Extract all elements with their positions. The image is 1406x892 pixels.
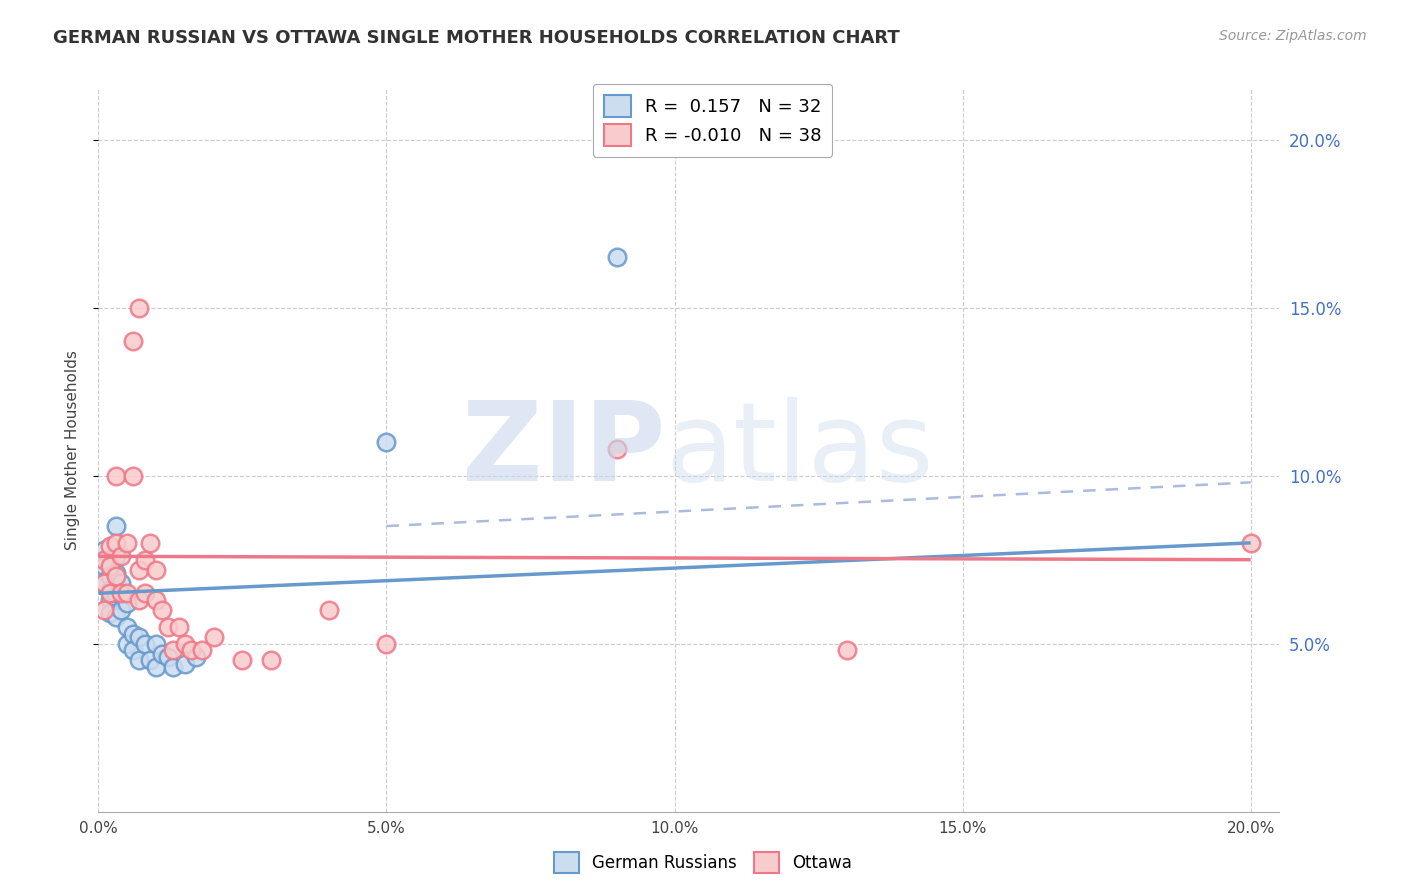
Point xyxy=(150,647,173,661)
Point xyxy=(115,586,138,600)
Point xyxy=(104,609,127,624)
Point xyxy=(110,586,132,600)
Point xyxy=(122,643,145,657)
Point xyxy=(145,593,167,607)
Point xyxy=(139,653,162,667)
Point xyxy=(110,549,132,564)
Point xyxy=(104,519,127,533)
Text: Source: ZipAtlas.com: Source: ZipAtlas.com xyxy=(1219,29,1367,43)
Point xyxy=(128,653,150,667)
Point xyxy=(145,637,167,651)
Point xyxy=(186,650,208,665)
Point xyxy=(162,660,184,674)
Point xyxy=(98,582,121,597)
Point xyxy=(115,637,138,651)
Point xyxy=(145,660,167,674)
Point xyxy=(93,552,115,566)
Point xyxy=(167,620,190,634)
Point xyxy=(606,442,628,456)
Point xyxy=(122,626,145,640)
Point xyxy=(122,468,145,483)
Point xyxy=(98,607,121,621)
Point xyxy=(318,603,340,617)
Point xyxy=(98,559,121,574)
Point xyxy=(150,603,173,617)
Point xyxy=(104,468,127,483)
Point xyxy=(104,536,127,550)
Point xyxy=(128,630,150,644)
Point xyxy=(115,536,138,550)
Text: GERMAN RUSSIAN VS OTTAWA SINGLE MOTHER HOUSEHOLDS CORRELATION CHART: GERMAN RUSSIAN VS OTTAWA SINGLE MOTHER H… xyxy=(53,29,900,46)
Point xyxy=(93,559,115,574)
Point xyxy=(202,630,225,644)
Point xyxy=(110,576,132,591)
Legend: R =  0.157   N = 32, R = -0.010   N = 38: R = 0.157 N = 32, R = -0.010 N = 38 xyxy=(593,84,832,157)
Point xyxy=(110,603,132,617)
Point xyxy=(1240,536,1263,550)
Point xyxy=(98,569,121,583)
Point xyxy=(134,637,156,651)
Point xyxy=(145,563,167,577)
Y-axis label: Single Mother Households: Single Mother Households xyxy=(65,351,80,550)
Point xyxy=(104,569,127,583)
Point xyxy=(93,576,115,591)
Point xyxy=(180,643,202,657)
Point xyxy=(837,643,859,657)
Legend: German Russians, Ottawa: German Russians, Ottawa xyxy=(547,846,859,880)
Point xyxy=(93,603,115,617)
Text: atlas: atlas xyxy=(665,397,934,504)
Point xyxy=(139,536,162,550)
Text: ZIP: ZIP xyxy=(463,397,665,504)
Point xyxy=(93,542,115,557)
Point xyxy=(375,435,398,450)
Point xyxy=(162,643,184,657)
Point xyxy=(375,637,398,651)
Point xyxy=(98,586,121,600)
Point xyxy=(98,539,121,553)
Point xyxy=(93,576,115,591)
Point xyxy=(128,593,150,607)
Point xyxy=(104,566,127,581)
Point xyxy=(156,620,179,634)
Point xyxy=(134,586,156,600)
Point xyxy=(191,643,214,657)
Point xyxy=(98,593,121,607)
Point xyxy=(115,620,138,634)
Point xyxy=(173,657,195,671)
Point xyxy=(260,653,283,667)
Point xyxy=(104,586,127,600)
Point xyxy=(128,563,150,577)
Point xyxy=(122,334,145,349)
Point xyxy=(104,549,127,564)
Point xyxy=(231,653,253,667)
Point xyxy=(173,637,195,651)
Point xyxy=(156,650,179,665)
Point xyxy=(115,596,138,610)
Point xyxy=(128,301,150,315)
Point xyxy=(606,250,628,264)
Point xyxy=(134,552,156,566)
